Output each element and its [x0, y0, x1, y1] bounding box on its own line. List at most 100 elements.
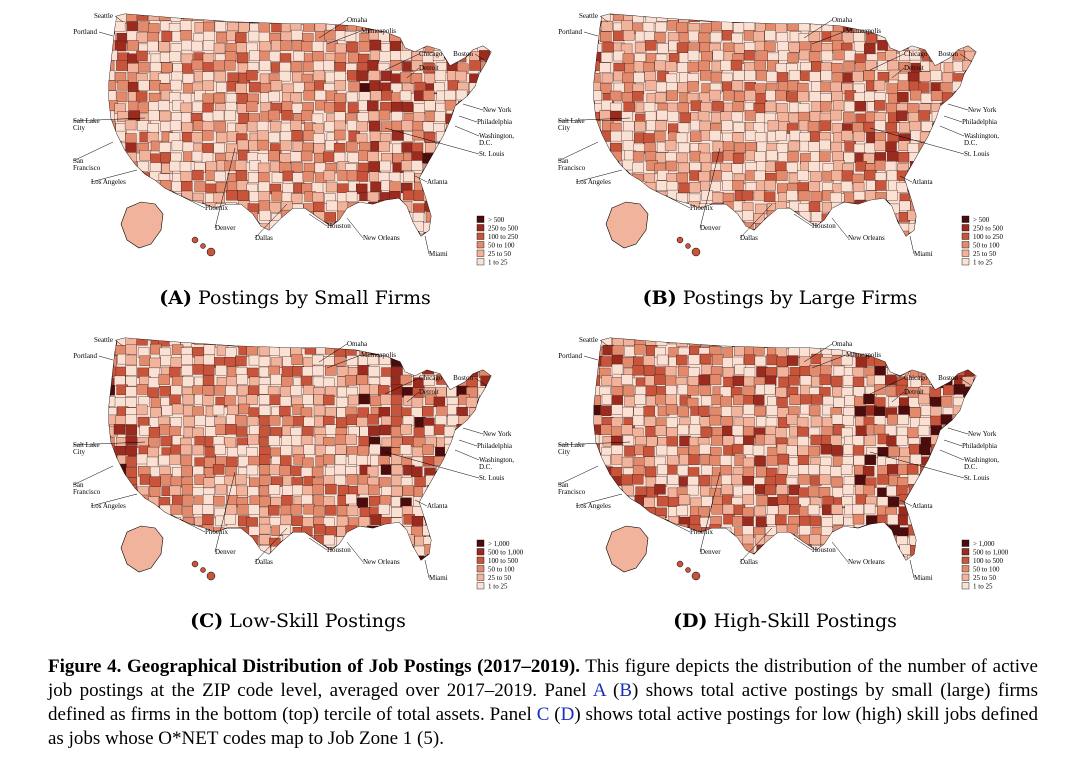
phoenix-label-d: Phoenix [690, 528, 713, 536]
salt-lake-label-c: City [73, 448, 86, 456]
salt-lake-label-c: Salt Lake [73, 441, 100, 449]
omaha-leader-d [803, 343, 833, 363]
portland-label-c: Portland [73, 352, 97, 360]
salt-lake-label-d: City [558, 448, 571, 456]
panel-d-caption: (D) High-Skill Postings [535, 610, 1035, 632]
legend-swatch-d-3 [961, 565, 970, 573]
new-york-label-d: New York [968, 430, 997, 438]
caption-text-4: ( [549, 704, 561, 725]
minneapolis-leader-c [326, 354, 362, 369]
omaha-leader-b [803, 19, 833, 39]
panel-a-link[interactable]: A [592, 680, 606, 701]
panel-c-title: Low-Skill Postings [229, 610, 406, 632]
chicago-leader-b [869, 53, 905, 71]
denver-label-d: Denver [700, 548, 721, 556]
phoenix-leader-b [665, 195, 691, 209]
san-francisco-label-a: San [73, 157, 84, 165]
legend-swatch-c-4 [476, 573, 485, 581]
phoenix-leader-c [180, 519, 206, 533]
omaha-label-d: Omaha [832, 340, 853, 348]
dallas-leader-c [254, 527, 288, 563]
panel-b-link[interactable]: B [619, 680, 632, 701]
chicago-leader-a [384, 53, 420, 71]
washington-label-d: D.C. [964, 463, 977, 471]
legend-swatch-d-0 [961, 539, 970, 547]
chicago-leader-c [384, 377, 420, 395]
philadelphia-label-b: Philadelphia [962, 118, 998, 126]
miami-leader-d [909, 559, 915, 579]
san-francisco-label-a: Francisco [73, 164, 101, 172]
houston-label-b: Houston [812, 222, 836, 230]
new-orleans-leader-c [346, 541, 364, 563]
dallas-label-a: Dallas [255, 234, 273, 242]
figure-caption: Figure 4. Geographical Distribution of J… [48, 655, 1038, 751]
boston-leader-d [959, 377, 973, 387]
detroit-label-c: Detroit [419, 388, 439, 396]
legend-label-d-4: 25 to 50 [973, 574, 996, 582]
legend-swatch-d-4 [961, 573, 970, 581]
st-louis-leader-d [869, 451, 965, 479]
legend-label-d-1: 500 to 1,000 [973, 549, 1009, 557]
legend-swatch-a-1 [476, 224, 485, 232]
san-francisco-label-b: Francisco [558, 164, 586, 172]
philadelphia-label-a: Philadelphia [477, 118, 513, 126]
portland-leader-b [583, 31, 599, 37]
boston-label-b: Boston [938, 50, 958, 58]
st-louis-label-b: St. Louis [964, 150, 990, 158]
washington-leader-c [454, 449, 480, 461]
legend-label-d-0: > 1,000 [973, 540, 995, 548]
miami-leader-b [909, 235, 915, 255]
denver-leader-a [214, 147, 236, 229]
new-orleans-leader-d [831, 541, 849, 563]
los-angeles-label-c: Los Angeles [91, 502, 126, 510]
new-york-leader-d [947, 427, 969, 435]
legend-swatch-d-5 [961, 582, 970, 590]
legend-label-a-1: 250 to 500 [488, 225, 518, 233]
legend-swatch-a-5 [476, 258, 485, 266]
new-york-leader-c [462, 427, 484, 435]
atlanta-leader-d [899, 499, 913, 507]
san-francisco-label-d: San [558, 481, 569, 489]
seattle-leader-d [599, 339, 609, 347]
washington-label-a: Washington, [479, 132, 514, 140]
hawaii-a [191, 236, 216, 257]
minneapolis-label-a: Minneapolis [361, 27, 396, 35]
phoenix-label-a: Phoenix [205, 204, 228, 212]
legend-swatch-a-3 [476, 241, 485, 249]
panel-d-title: High-Skill Postings [713, 610, 897, 632]
st-louis-label-a: St. Louis [479, 150, 505, 158]
panel-b-map: Seattle Portland Omaha Minneapolis Chicago Bo… [540, 8, 1040, 308]
legend-label-b-3: 50 to 100 [973, 242, 1000, 250]
new-york-leader-a [462, 103, 484, 111]
panel-b-caption: (B) Postings by Large Firms [530, 287, 1030, 309]
panel-b-title: Postings by Large Firms [682, 287, 918, 309]
legend-label-b-1: 250 to 500 [973, 225, 1003, 233]
legend-label-d-5: 1 to 25 [973, 583, 993, 591]
denver-label-a: Denver [215, 224, 236, 232]
detroit-leader-a [406, 67, 420, 79]
philadelphia-leader-a [458, 115, 478, 123]
legend-label-d-3: 50 to 100 [973, 566, 1000, 574]
boston-leader-b [959, 53, 973, 63]
washington-label-b: Washington, [964, 132, 999, 140]
legend-swatch-c-1 [476, 548, 485, 556]
portland-leader-d [583, 355, 599, 361]
philadelphia-leader-b [943, 115, 963, 123]
houston-leader-d [793, 537, 813, 551]
legend-label-a-0: > 500 [488, 216, 505, 224]
houston-label-a: Houston [327, 222, 351, 230]
philadelphia-label-c: Philadelphia [477, 442, 513, 450]
legend-swatch-b-4 [961, 249, 970, 257]
dallas-leader-b [739, 203, 773, 239]
panel-d-link[interactable]: D [560, 704, 575, 725]
new-york-label-a: New York [483, 106, 512, 114]
panel-c-map: Seattle Portland Omaha Minneapolis Chicago Bo… [55, 332, 555, 632]
salt-lake-label-a: City [73, 124, 86, 132]
st-louis-leader-b [869, 127, 965, 155]
panel-c-link[interactable]: C [536, 704, 550, 725]
houston-label-c: Houston [327, 546, 351, 554]
phoenix-label-b: Phoenix [690, 204, 713, 212]
legend-label-c-3: 50 to 100 [488, 566, 515, 574]
legend-label-b-4: 25 to 50 [973, 250, 996, 258]
houston-leader-c [308, 537, 328, 551]
